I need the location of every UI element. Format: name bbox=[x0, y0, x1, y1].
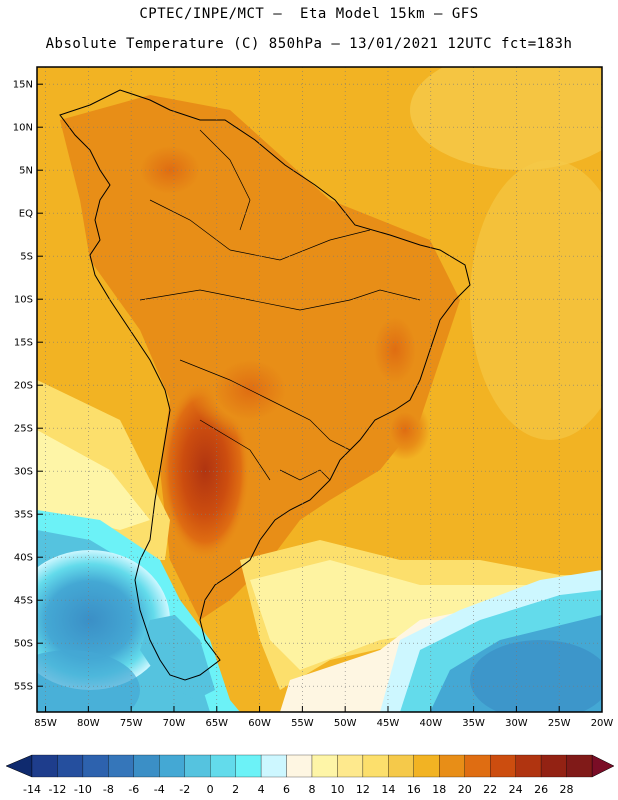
lon-tick-label: 40W bbox=[419, 718, 442, 729]
chart-title: CPTEC/INPE/MCT – Eta Model 15km – GFS bbox=[139, 6, 479, 22]
lon-tick-label: 85W bbox=[34, 718, 57, 729]
colorbar-swatch bbox=[311, 754, 338, 778]
lat-tick-label: 30S bbox=[14, 467, 33, 478]
colorbar-label: -12 bbox=[48, 783, 66, 796]
colorbar-high-arrow bbox=[591, 754, 615, 778]
lat-tick-label: 45S bbox=[14, 596, 33, 607]
colorbar-swatch bbox=[566, 754, 593, 778]
lat-tick-label: 35S bbox=[14, 510, 33, 521]
lon-tick-label: 55W bbox=[291, 718, 314, 729]
colorbar-swatch bbox=[337, 754, 364, 778]
colorbar-label: 24 bbox=[509, 783, 523, 796]
colorbar-label: -4 bbox=[154, 783, 165, 796]
colorbar-swatch bbox=[286, 754, 313, 778]
colorbar-label: 4 bbox=[258, 783, 265, 796]
colorbar-label: 26 bbox=[534, 783, 548, 796]
lat-tick-label: 40S bbox=[14, 553, 33, 564]
colorbar-label: 18 bbox=[432, 783, 446, 796]
colorbar-swatch bbox=[260, 754, 287, 778]
colorbar-swatch bbox=[133, 754, 160, 778]
colorbar-swatch bbox=[439, 754, 465, 778]
lon-tick-label: 45W bbox=[377, 718, 400, 729]
colorbar-label: -6 bbox=[128, 783, 139, 796]
colorbar-label: 0 bbox=[207, 783, 214, 796]
colorbar-swatch bbox=[413, 754, 440, 778]
colorbar-label: 10 bbox=[330, 783, 344, 796]
colorbar-swatch bbox=[82, 754, 109, 778]
colorbar-swatch bbox=[31, 754, 58, 778]
latitude-axis: 15N 10N 5N EQ 5S 10S 15S 20S 25S 30S 35S 40S 45S 50S 5… bbox=[13, 80, 43, 693]
lon-tick-label: 60W bbox=[248, 718, 271, 729]
lon-tick-label: 20W bbox=[591, 718, 614, 729]
lat-tick-label: 50S bbox=[14, 639, 33, 650]
colorbar-swatch bbox=[362, 754, 389, 778]
lat-tick-label: 10N bbox=[13, 123, 33, 134]
lon-tick-label: 25W bbox=[548, 718, 571, 729]
colorbar-swatch bbox=[464, 754, 491, 778]
colorbar-label: -8 bbox=[103, 783, 114, 796]
colorbar-swatch bbox=[57, 754, 84, 778]
chart-subtitle: Absolute Temperature (C) 850hPa – 13/01/… bbox=[45, 36, 573, 52]
lat-tick-label: 5S bbox=[20, 252, 33, 263]
lat-tick-label: 55S bbox=[14, 682, 33, 693]
lat-tick-label: 25S bbox=[14, 424, 33, 435]
lon-tick-label: 75W bbox=[120, 718, 143, 729]
colorbar-low-arrow bbox=[5, 754, 33, 778]
lon-tick-label: 30W bbox=[505, 718, 528, 729]
colorbar-label: -10 bbox=[74, 783, 92, 796]
graticule bbox=[37, 67, 603, 712]
lon-tick-label: 50W bbox=[334, 718, 357, 729]
colorbar-label: 20 bbox=[458, 783, 472, 796]
colorbar-label: 22 bbox=[483, 783, 497, 796]
colorbar-swatch bbox=[235, 754, 262, 778]
colorbar-swatch bbox=[515, 754, 542, 778]
colorbar-swatch bbox=[159, 754, 185, 778]
colorbar-label: -14 bbox=[23, 783, 41, 796]
colorbar-label: -2 bbox=[179, 783, 190, 796]
colorbar-swatch bbox=[540, 754, 567, 778]
lon-tick-label: 35W bbox=[462, 718, 485, 729]
lon-tick-label: 80W bbox=[77, 718, 100, 729]
temperature-field bbox=[37, 67, 602, 712]
colorbar-label: 2 bbox=[232, 783, 239, 796]
colorbar-swatch bbox=[210, 754, 236, 778]
colorbar-swatch bbox=[184, 754, 211, 778]
map-frame bbox=[36, 66, 603, 713]
lat-tick-label: 15N bbox=[13, 80, 33, 91]
colorbar-swatch bbox=[490, 754, 516, 778]
coastline bbox=[59, 89, 471, 681]
colorbar-label: 28 bbox=[560, 783, 574, 796]
lat-tick-label: 5N bbox=[19, 166, 33, 177]
lon-tick-label: 65W bbox=[205, 718, 228, 729]
colorbar-label: 8 bbox=[309, 783, 316, 796]
colorbar-label: 12 bbox=[356, 783, 370, 796]
longitude-axis: 85W 80W 75W 70W 65W 60W 55W 50W 45W 40W 35W 30W 25W 2… bbox=[34, 706, 613, 729]
lat-tick-label: EQ bbox=[19, 209, 33, 220]
lon-tick-label: 70W bbox=[163, 718, 186, 729]
colorbar-label: 14 bbox=[381, 783, 395, 796]
colorbar-label: 6 bbox=[283, 783, 290, 796]
lat-tick-label: 10S bbox=[14, 295, 33, 306]
colorbar: -14 -12 -10 -8 -6 -4 -2 0 2 4 6 8 10 12 14 16 18 20 22 24 26… bbox=[5, 754, 615, 796]
colorbar-swatch bbox=[388, 754, 414, 778]
lat-tick-label: 15S bbox=[14, 338, 33, 349]
lat-tick-label: 20S bbox=[14, 381, 33, 392]
colorbar-label: 16 bbox=[407, 783, 421, 796]
colorbar-swatch bbox=[108, 754, 134, 778]
